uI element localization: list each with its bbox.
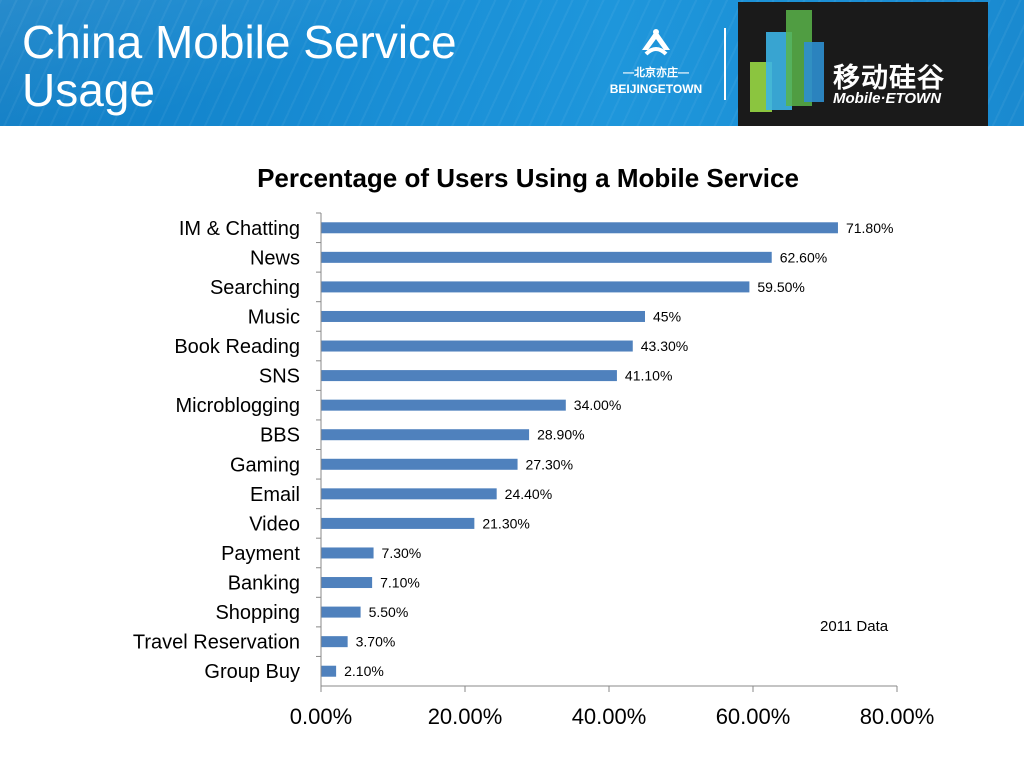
beijing-logo-english-text: BEIJINGETOWN: [609, 82, 703, 96]
category-label: Shopping: [215, 602, 300, 624]
category-label: Email: [250, 484, 300, 506]
data-label: 34.00%: [574, 397, 621, 413]
data-label: 43.30%: [641, 338, 688, 354]
etown-logo-chinese-text: 移动硅谷: [833, 63, 945, 93]
etown-logo-english-text: Mobile·ETOWN: [833, 90, 942, 107]
x-tick-label: 80.00%: [860, 704, 935, 729]
bar: [321, 577, 373, 589]
data-label: 2.10%: [344, 663, 384, 679]
data-label: 24.40%: [505, 486, 552, 502]
bar: [321, 281, 750, 293]
beijing-etown-emblem-icon: [642, 29, 670, 56]
bar: [321, 251, 772, 263]
data-label: 71.80%: [846, 220, 893, 236]
data-label: 7.30%: [382, 545, 422, 561]
bar: [321, 429, 530, 441]
data-label: 62.60%: [780, 249, 827, 265]
category-label: IM & Chatting: [179, 218, 300, 240]
data-label: 28.90%: [537, 427, 584, 443]
data-label: 7.10%: [380, 575, 420, 591]
category-label: Book Reading: [174, 336, 300, 358]
logo-divider: [724, 28, 726, 100]
data-label: 45%: [653, 308, 681, 324]
category-label: Travel Reservation: [133, 632, 300, 654]
beijing-etown-logo: —北京亦庄— BEIJINGETOWN: [600, 24, 712, 104]
bar: [321, 665, 337, 677]
category-label: Payment: [221, 543, 300, 565]
data-label: 5.50%: [369, 604, 409, 620]
category-label: Group Buy: [204, 661, 300, 683]
x-tick-label: 40.00%: [572, 704, 647, 729]
bar: [321, 458, 518, 470]
slide-header: China Mobile Service Usage —北京亦庄— BEIJIN…: [0, 0, 1024, 126]
chart-title: Percentage of Users Using a Mobile Servi…: [257, 163, 799, 193]
category-label: Music: [248, 306, 300, 328]
data-label: 41.10%: [625, 368, 672, 384]
bar: [321, 310, 645, 322]
bar: [321, 399, 566, 411]
data-label: 21.30%: [482, 515, 529, 531]
data-label: 59.50%: [757, 279, 804, 295]
bar: [321, 547, 374, 559]
category-label: News: [250, 247, 300, 269]
category-label: BBS: [260, 425, 300, 447]
bars-layer: 71.80% 62.60% 59.50% 45% 43.30% 41.10%34.00% 2…: [321, 220, 893, 679]
category-label: Video: [249, 513, 300, 535]
axis-layer: IM & Chatting News Searching Music Book Read…: [133, 212, 935, 729]
x-tick-label: 0.00%: [290, 704, 352, 729]
category-label: Searching: [210, 277, 300, 299]
category-label: Banking: [228, 573, 300, 595]
bar: [321, 340, 633, 352]
x-tick-label: 20.00%: [428, 704, 503, 729]
bar: [321, 488, 497, 500]
mobile-etown-emblem-icon: [750, 10, 824, 112]
beijing-logo-chinese-text: —北京亦庄—: [623, 67, 689, 79]
bar: [321, 606, 361, 618]
data-label: 3.70%: [356, 634, 396, 650]
mobile-etown-logo: 移动硅谷 Mobile·ETOWN: [738, 2, 988, 126]
bar: [321, 222, 838, 234]
slide-title: China Mobile Service Usage: [22, 16, 457, 116]
bar: [321, 370, 617, 382]
bar: [321, 636, 348, 648]
bar: [321, 517, 475, 529]
category-label: SNS: [259, 366, 300, 388]
category-label: Microblogging: [175, 395, 300, 417]
x-tick-label: 60.00%: [716, 704, 791, 729]
data-label: 27.30%: [526, 456, 573, 472]
category-label: Gaming: [230, 454, 300, 476]
data-year-note: 2011 Data: [820, 618, 889, 635]
